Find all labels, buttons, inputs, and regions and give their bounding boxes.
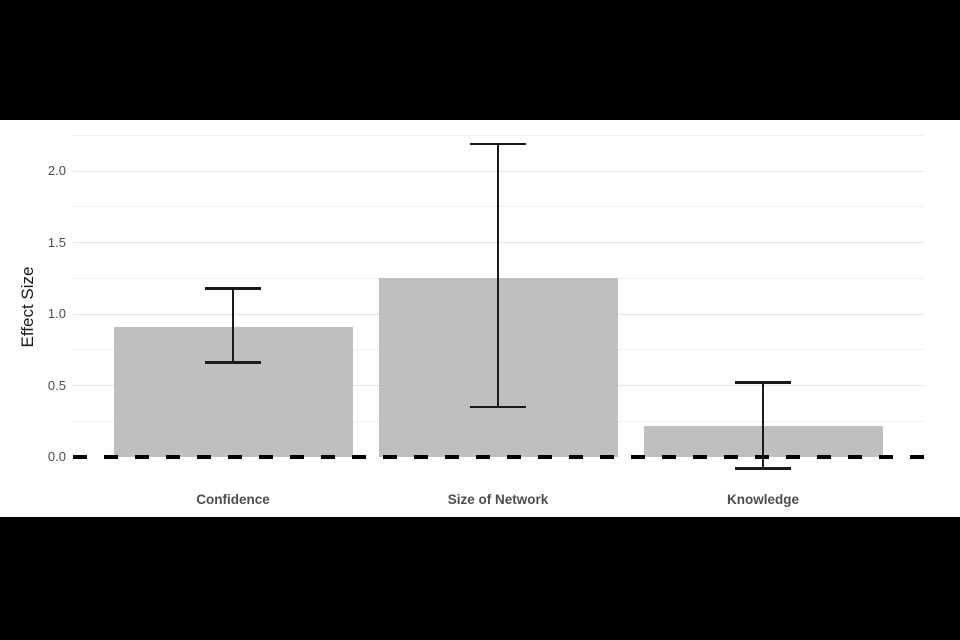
error-bar-stem-knowledge bbox=[761, 382, 765, 469]
bottom-letterbox-bar bbox=[0, 517, 960, 640]
y-tick-label-0.5: 0.5 bbox=[47, 377, 66, 393]
gridline-minor bbox=[73, 134, 924, 136]
error-bar-cap-top-knowledge bbox=[735, 381, 791, 384]
y-tick-label-0.0: 0.0 bbox=[47, 449, 66, 464]
y-tick-label-1.5: 1.5 bbox=[47, 234, 66, 250]
error-bar-cap-top-confidence bbox=[205, 287, 261, 290]
error-bar-stem-size-of-network bbox=[496, 143, 500, 407]
x-category-label-size-of-network: Size of Network bbox=[447, 492, 549, 507]
error-bar-cap-bottom-confidence bbox=[205, 361, 261, 364]
error-bar-cap-bottom-knowledge bbox=[735, 467, 791, 470]
y-tick-label-1.0: 1.0 bbox=[47, 306, 66, 321]
x-category-label-knowledge: Knowledge bbox=[726, 492, 799, 507]
x-category-label-confidence: Confidence bbox=[196, 492, 270, 507]
zero-dashed-line bbox=[73, 455, 924, 459]
y-tick-label-2.0: 2.0 bbox=[47, 163, 66, 178]
error-bar-cap-top-size-of-network bbox=[470, 142, 526, 146]
top-letterbox-bar bbox=[0, 0, 960, 120]
error-bar-stem-confidence bbox=[231, 288, 235, 363]
error-bar-cap-bottom-size-of-network bbox=[470, 405, 526, 409]
